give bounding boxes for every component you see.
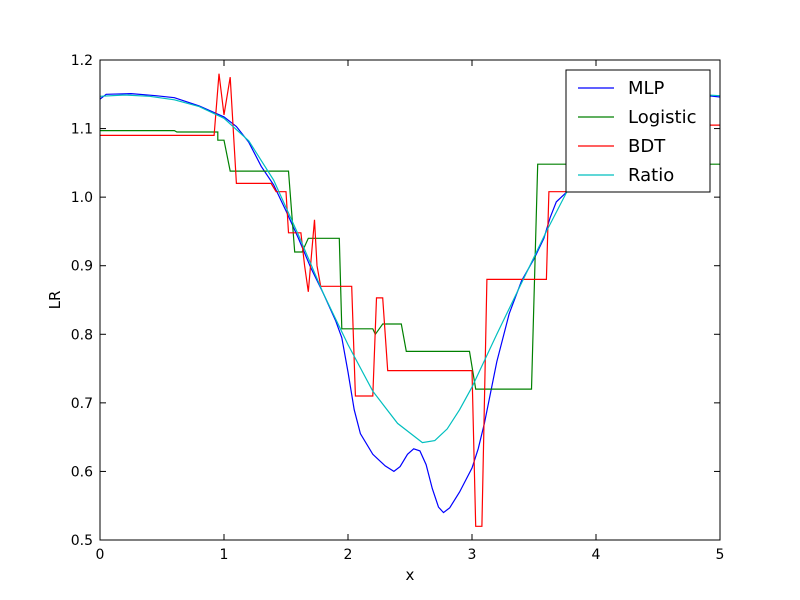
x-axis-label: x [406,566,415,584]
series-line-mlp [99,92,721,514]
x-tick-label: 0 [96,547,105,563]
y-tick-label: 1.1 [71,122,93,138]
legend: MLP Logistic BDT Ratio [565,69,711,193]
legend-label-bdt: BDT [628,136,666,157]
legend-box [565,69,711,193]
x-tick-label: 1 [220,547,229,563]
axis-ticks: 0 1 2 3 4 5 0.5 0.6 0.7 0.8 0.9 1.0 1.1 1.2 [71,53,725,563]
y-tick-label: 1.0 [71,190,93,206]
legend-label-logistic: Logistic [628,107,696,128]
y-tick-label: 0.6 [71,464,93,480]
x-tick-label: 4 [592,547,601,563]
legend-label-mlp: MLP [628,78,665,99]
y-tick-label: 0.5 [71,533,93,549]
y-tick-label: 0.7 [71,396,93,412]
x-tick-label: 2 [344,547,353,563]
y-tick-label: 0.8 [71,327,93,343]
y-tick-label: 0.9 [71,259,93,275]
legend-label-ratio: Ratio [628,165,674,186]
series-line-logistic [100,130,720,390]
x-tick-label: 3 [468,547,477,563]
plot-area-frame [99,59,721,541]
y-axis-label: LR [46,291,64,310]
series-line-bdt [100,73,720,527]
x-tick-label: 5 [716,547,725,563]
y-tick-label: 1.2 [71,53,93,69]
